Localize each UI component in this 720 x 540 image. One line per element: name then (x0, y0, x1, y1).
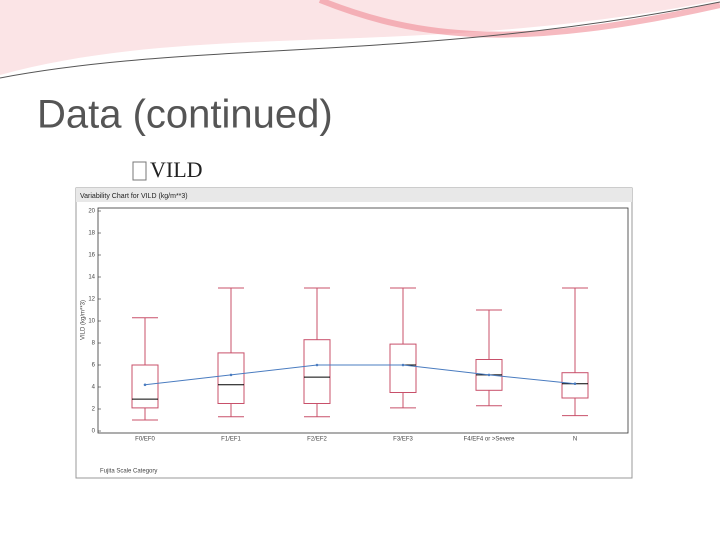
mean-point (229, 373, 233, 377)
x-tick-label: N (573, 437, 577, 443)
plot-area (97, 207, 629, 434)
y-tick-label: 10 (88, 319, 95, 325)
box (131, 364, 159, 409)
y-tick-label: 4 (92, 385, 96, 391)
mean-point (401, 363, 405, 367)
y-tick-label: 16 (88, 253, 95, 259)
y-tick-label: 20 (88, 209, 95, 215)
x-tick-label: F0/EF0 (135, 437, 155, 443)
slide-title: Data (continued) (37, 93, 333, 137)
chart-header (76, 188, 632, 202)
y-tick-label: 14 (88, 275, 95, 281)
x-tick-label: F3/EF3 (393, 437, 413, 443)
y-tick-label: 8 (92, 341, 96, 347)
y-tick-label: 18 (88, 231, 95, 237)
bullet-glyph (132, 161, 147, 181)
x-axis-label: Fujita Scale Category (100, 469, 157, 475)
chart-title: Variability Chart for VILD (kg/m**3) (80, 193, 188, 200)
x-tick-label: F4/EF4 or >Severe (464, 437, 516, 443)
decoration (0, 1, 720, 79)
mean-point (573, 382, 577, 386)
x-tick-label: F1/EF1 (221, 437, 241, 443)
box (217, 352, 245, 404)
box (303, 339, 331, 405)
bullet-text: VILD (150, 157, 203, 182)
y-tick-label: 2 (92, 407, 96, 413)
box (561, 372, 589, 399)
box (389, 343, 417, 394)
y-axis-label: VILD (kg/m**3) (81, 300, 87, 340)
mean-point (487, 373, 491, 377)
chart-frame (75, 187, 633, 479)
x-tick-label: F2/EF2 (307, 437, 327, 443)
mean-point (143, 383, 147, 387)
y-tick-label: 0 (92, 429, 96, 435)
y-tick-label: 6 (92, 363, 96, 369)
mean-line (144, 364, 576, 386)
y-tick-label: 12 (88, 297, 95, 303)
mean-point (315, 363, 319, 367)
decoration (0, 0, 720, 75)
decoration (318, 0, 720, 38)
